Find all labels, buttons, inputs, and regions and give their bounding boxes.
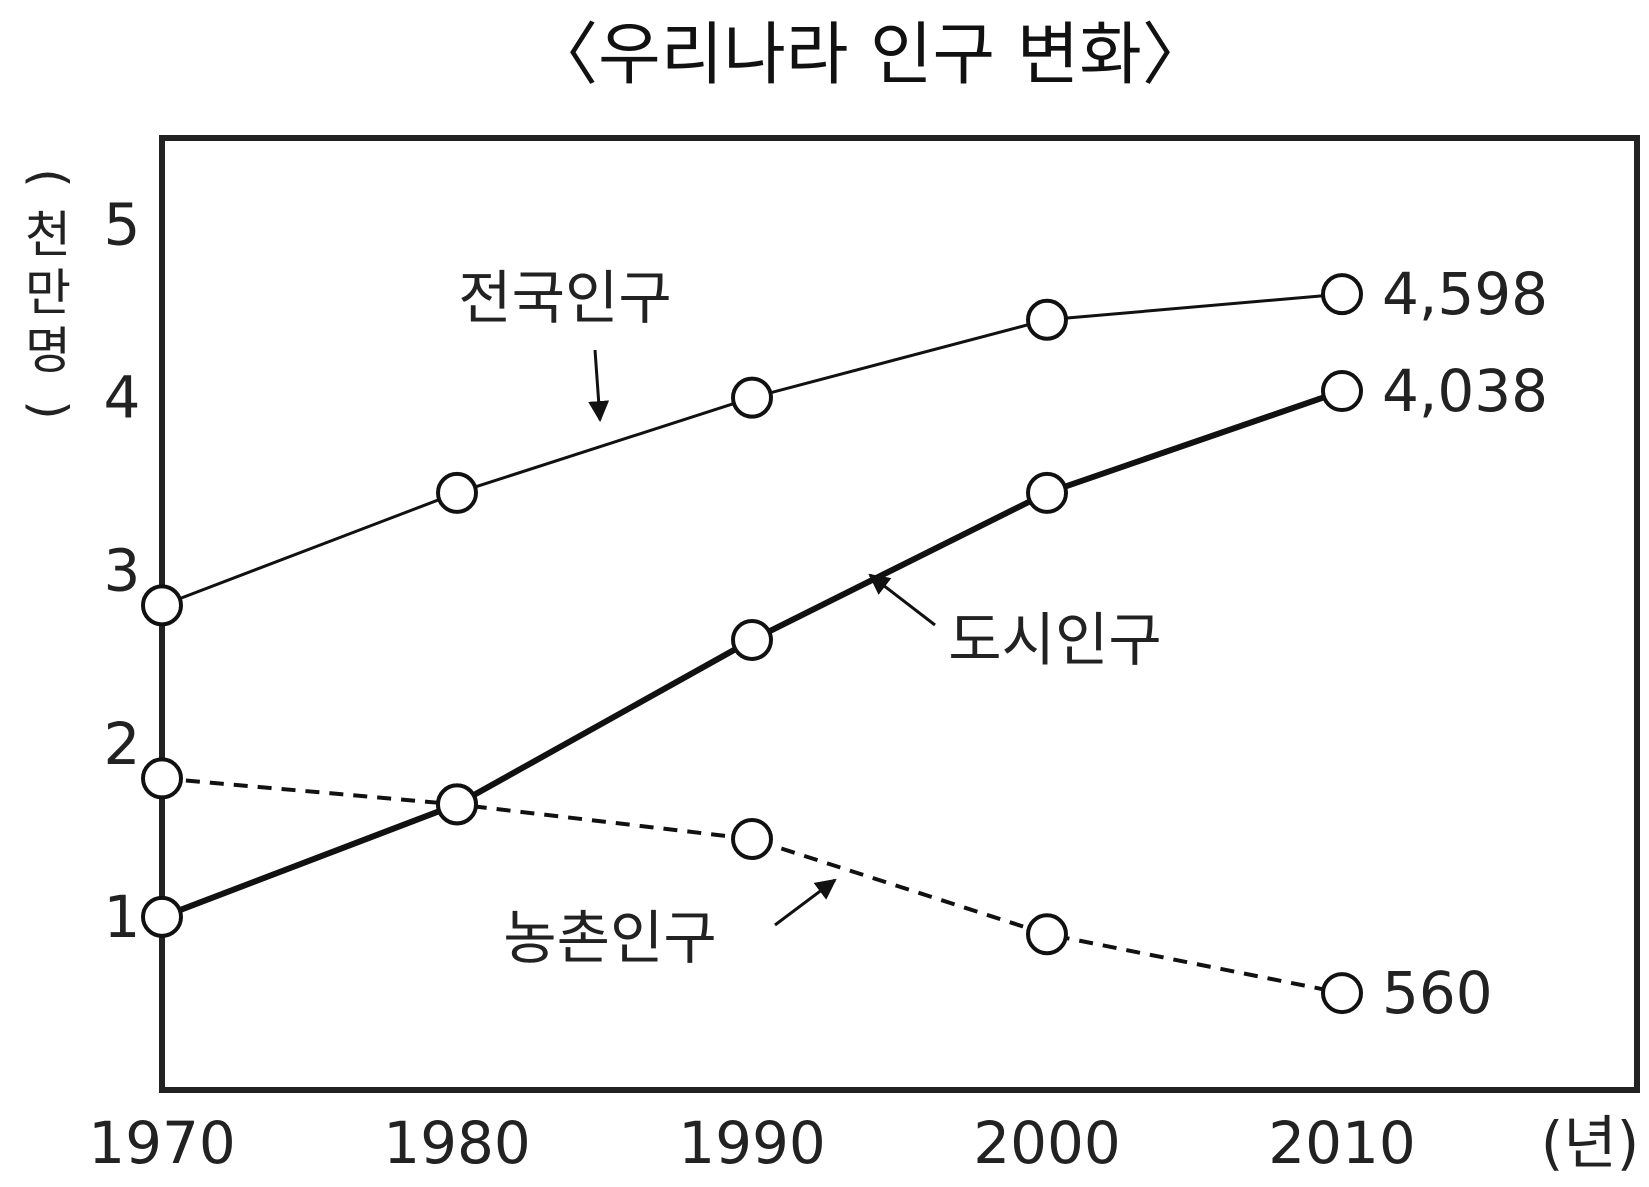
x-axis-label: (년) bbox=[1541, 1109, 1640, 1177]
data-point-rural bbox=[1321, 972, 1363, 1015]
y-axis-label-char: 명 bbox=[25, 322, 71, 380]
data-point-national bbox=[1321, 273, 1363, 316]
data-point-urban bbox=[731, 618, 773, 661]
x-tick-label: 1970 bbox=[88, 1109, 236, 1177]
series-line-rural bbox=[161, 776, 1343, 996]
end-value-label-urban: 4,038 bbox=[1382, 357, 1548, 425]
series-label-rural: 농촌인구 bbox=[503, 904, 716, 972]
data-point-national bbox=[1026, 298, 1068, 341]
y-axis-label-char: ( bbox=[20, 168, 78, 188]
x-tick-label: 2010 bbox=[1268, 1109, 1416, 1177]
y-axis-label-char: 만 bbox=[25, 264, 71, 322]
x-tick-label: 1990 bbox=[678, 1109, 826, 1177]
data-point-national bbox=[141, 584, 183, 627]
end-value-label-national: 4,598 bbox=[1382, 260, 1548, 328]
y-axis-label-char: 천 bbox=[25, 206, 71, 264]
data-point-national bbox=[731, 376, 773, 419]
data-point-national bbox=[436, 471, 478, 514]
series-pointer-arrow bbox=[588, 349, 610, 423]
y-axis-label-char: ) bbox=[20, 400, 78, 420]
y-tick-label: 4 bbox=[104, 364, 141, 432]
data-point-urban bbox=[1321, 370, 1363, 413]
data-point-rural bbox=[436, 783, 478, 826]
y-tick-label: 2 bbox=[104, 710, 141, 778]
series-label-national: 전국인구 bbox=[458, 264, 671, 332]
chart-title: 〈우리나라 인구 변화〉 bbox=[530, 16, 1210, 95]
y-axis-label: ( 천만명) bbox=[20, 168, 78, 420]
end-value-label-rural: 560 bbox=[1382, 959, 1493, 1027]
data-point-rural bbox=[731, 818, 773, 861]
y-tick-label: 3 bbox=[104, 537, 141, 605]
y-tick-label: 1 bbox=[104, 883, 141, 951]
y-tick-label: 5 bbox=[104, 191, 141, 259]
x-tick-label: 1980 bbox=[383, 1109, 531, 1177]
data-point-rural bbox=[141, 757, 183, 800]
series-label-urban: 도시인구 bbox=[948, 606, 1161, 674]
data-point-rural bbox=[1026, 913, 1068, 956]
series-pointer-arrow bbox=[774, 878, 837, 927]
data-point-urban bbox=[141, 895, 183, 938]
series-pointer-arrow bbox=[868, 573, 936, 627]
x-tick-label: 2000 bbox=[973, 1109, 1121, 1177]
data-point-urban bbox=[1026, 471, 1068, 514]
